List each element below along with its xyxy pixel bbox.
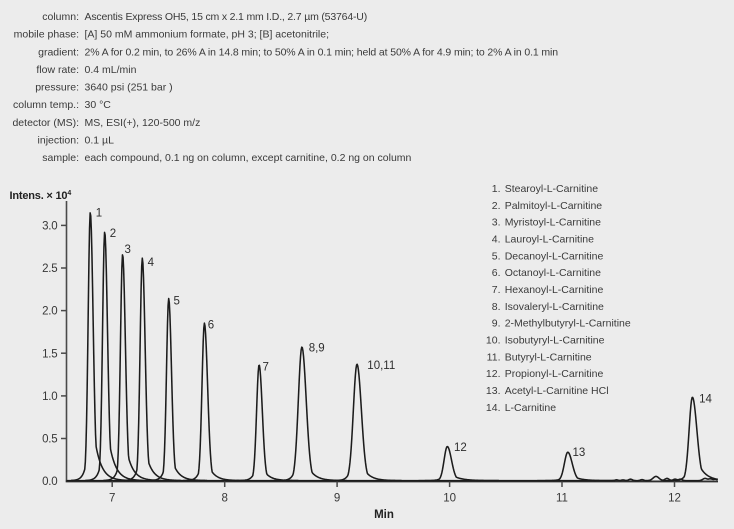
svg-text:3640 psi (251 bar ): 3640 psi (251 bar ) — [85, 82, 173, 94]
svg-text:gradient:: gradient: — [38, 46, 79, 58]
svg-text:2-Methylbutyryl-L-Carnitine: 2-Methylbutyryl-L-Carnitine — [505, 318, 631, 330]
svg-text:5.: 5. — [492, 250, 501, 262]
svg-text:column temp.:: column temp.: — [13, 99, 79, 111]
svg-text:12: 12 — [454, 442, 467, 454]
svg-text:Lauroyl-L-Carnitine: Lauroyl-L-Carnitine — [505, 234, 594, 246]
svg-text:Myristoyl-L-Carnitine: Myristoyl-L-Carnitine — [505, 217, 601, 229]
svg-text:2.: 2. — [492, 200, 501, 212]
svg-text:10: 10 — [443, 493, 456, 505]
svg-text:4: 4 — [148, 257, 155, 269]
svg-text:0.1 µL: 0.1 µL — [85, 135, 115, 147]
svg-text:1.: 1. — [492, 183, 501, 195]
svg-text:Stearoyl-L-Carnitine: Stearoyl-L-Carnitine — [505, 183, 599, 195]
svg-text:4.: 4. — [492, 234, 501, 246]
svg-text:Hexanoyl-L-Carnitine: Hexanoyl-L-Carnitine — [505, 284, 604, 296]
svg-text:30 °C: 30 °C — [85, 99, 112, 111]
svg-text:flow rate:: flow rate: — [36, 64, 79, 76]
svg-text:0.4 mL/min: 0.4 mL/min — [85, 64, 137, 76]
svg-text:Butyryl-L-Carnitine: Butyryl-L-Carnitine — [505, 351, 592, 363]
svg-text:detector (MS):: detector (MS): — [12, 117, 79, 129]
svg-text:1.5: 1.5 — [42, 348, 57, 360]
svg-text:Decanoyl-L-Carnitine: Decanoyl-L-Carnitine — [505, 250, 604, 262]
svg-text:8: 8 — [221, 493, 227, 505]
svg-text:0.0: 0.0 — [42, 476, 57, 488]
svg-text:column:: column: — [42, 11, 79, 23]
svg-text:2.0: 2.0 — [42, 306, 57, 318]
svg-text:6: 6 — [208, 320, 214, 332]
svg-text:MS, ESI(+), 120-500 m/z: MS, ESI(+), 120-500 m/z — [85, 117, 201, 129]
svg-text:14: 14 — [699, 394, 712, 406]
svg-text:1: 1 — [96, 208, 102, 220]
svg-text:L-Carnitine: L-Carnitine — [505, 402, 557, 414]
svg-text:13.: 13. — [486, 385, 501, 397]
svg-text:8.: 8. — [492, 301, 501, 313]
svg-text:Min: Min — [374, 509, 394, 521]
svg-text:2: 2 — [110, 228, 116, 240]
svg-text:Isobutyryl-L-Carnitine: Isobutyryl-L-Carnitine — [505, 335, 605, 347]
svg-text:5: 5 — [174, 296, 180, 308]
svg-text:11.: 11. — [487, 351, 501, 363]
svg-text:10,11: 10,11 — [367, 360, 395, 372]
svg-text:each compound, 0.1 ng on colum: each compound, 0.1 ng on column, except … — [85, 152, 412, 164]
svg-text:12: 12 — [668, 493, 681, 505]
svg-text:12.: 12. — [486, 368, 501, 380]
svg-text:7.: 7. — [492, 284, 501, 296]
svg-text:3.0: 3.0 — [42, 221, 57, 233]
svg-text:Ascentis Express OH5, 15 cm x: Ascentis Express OH5, 15 cm x 2.1 mm I.D… — [85, 11, 368, 23]
svg-text:13: 13 — [573, 447, 586, 459]
svg-text:Isovaleryl-L-Carnitine: Isovaleryl-L-Carnitine — [505, 301, 604, 313]
svg-text:2.5: 2.5 — [42, 263, 57, 275]
svg-text:6.: 6. — [492, 267, 501, 279]
svg-text:1.0: 1.0 — [42, 391, 57, 403]
svg-text:pressure:: pressure: — [35, 82, 79, 94]
svg-text:2% A for 0.2 min, to 26% A in: 2% A for 0.2 min, to 26% A in 14.8 min; … — [85, 46, 559, 58]
svg-text:7: 7 — [263, 362, 269, 374]
svg-text:mobile phase:: mobile phase: — [14, 29, 79, 41]
svg-text:Octanoyl-L-Carnitine: Octanoyl-L-Carnitine — [505, 267, 601, 279]
svg-text:9: 9 — [334, 493, 340, 505]
svg-text:14.: 14. — [486, 402, 501, 414]
svg-text:injection:: injection: — [38, 135, 79, 147]
svg-text:7: 7 — [109, 493, 115, 505]
svg-text:11: 11 — [556, 493, 568, 505]
svg-text:0.5: 0.5 — [42, 434, 57, 446]
svg-text:Propionyl-L-Carnitine: Propionyl-L-Carnitine — [505, 368, 604, 380]
svg-text:10.: 10. — [486, 335, 501, 347]
svg-text:Acetyl-L-Carnitine HCl: Acetyl-L-Carnitine HCl — [505, 385, 609, 397]
svg-text:sample:: sample: — [42, 152, 79, 164]
svg-text:[A] 50 mM ammonium formate, pH: [A] 50 mM ammonium formate, pH 3; [B] ac… — [85, 29, 330, 41]
svg-text:3: 3 — [125, 244, 131, 256]
svg-text:9.: 9. — [492, 318, 501, 330]
svg-text:Palmitoyl-L-Carnitine: Palmitoyl-L-Carnitine — [505, 200, 603, 212]
svg-text:Intens. × 104: Intens. × 104 — [10, 190, 72, 202]
svg-text:3.: 3. — [492, 217, 501, 229]
svg-text:8,9: 8,9 — [309, 343, 325, 355]
